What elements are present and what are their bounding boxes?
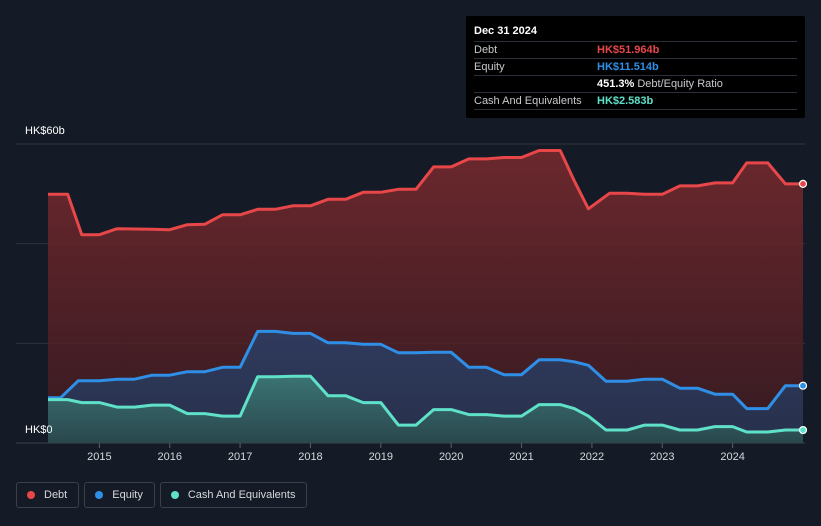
x-tick-label: 2022: [580, 451, 604, 463]
tooltip-value: HK$11.514b: [597, 61, 659, 73]
tooltip-value: HK$2.583b: [597, 95, 654, 107]
tooltip-row-cash: Cash And Equivalents HK$2.583b: [474, 92, 797, 110]
legend-item-equity[interactable]: Equity: [84, 482, 155, 508]
x-tick-label: 2016: [157, 451, 181, 463]
x-axis: 2015 2016 2017 2018 2019 2020 2021 2022 2023 2024: [87, 443, 745, 463]
x-tick-label: 2021: [509, 451, 533, 463]
tooltip-row-equity: Equity HK$11.514b: [474, 58, 797, 75]
debt-line: [48, 149, 803, 237]
tooltip-ratio-label: Debt/Equity Ratio: [637, 78, 723, 90]
cash-and-equivalents-end-point: [798, 425, 808, 435]
series-lines: [48, 149, 808, 435]
tooltip-row-ratio: 451.3% Debt/Equity Ratio: [474, 75, 797, 92]
x-tick-label: 2023: [650, 451, 674, 463]
cash-and-equivalents-area: [48, 376, 803, 443]
legend-label: Cash And Equivalents: [187, 489, 296, 501]
tooltip-row-debt: Debt HK$51.964b: [474, 41, 797, 58]
x-tick-label: 2019: [369, 451, 393, 463]
x-tick-label: 2024: [720, 451, 744, 463]
legend-dot: [170, 491, 179, 499]
legend-item-debt[interactable]: Debt: [16, 482, 80, 508]
x-tick-label: 2018: [298, 451, 322, 463]
x-tick-label: 2017: [228, 451, 252, 463]
y-tick-label-bottom: HK$0: [25, 424, 53, 436]
tooltip-label: Debt: [474, 44, 498, 56]
legend-dot: [27, 491, 35, 499]
equity-line: [48, 329, 803, 411]
debt-end-point: [798, 179, 808, 188]
series-areas: [48, 150, 803, 443]
tooltip: Dec 31 2024 Debt HK$51.964b Equity HK$11…: [466, 16, 805, 118]
tooltip-value: HK$51.964b: [597, 44, 660, 56]
cash-and-equivalents-line: [48, 374, 803, 434]
legend-dot: [95, 491, 104, 499]
y-tick-label-top: HK$60b: [25, 125, 65, 137]
tooltip-date: Dec 31 2024: [474, 25, 537, 37]
tooltip-label: Equity: [474, 61, 505, 73]
tooltip-label: Cash And Equivalents: [474, 95, 582, 107]
legend-item-cash[interactable]: Cash And Equivalents: [159, 482, 308, 508]
equity-end-point: [798, 381, 808, 390]
legend-label: Equity: [112, 489, 143, 501]
x-tick-label: 2015: [87, 451, 111, 463]
tooltip-label: [474, 76, 597, 92]
legend: Debt Equity Cash And Equivalents: [16, 482, 312, 510]
x-tick-label: 2020: [439, 451, 463, 463]
tooltip-value: 451.3%: [597, 78, 635, 90]
legend-label: Debt: [44, 489, 68, 501]
